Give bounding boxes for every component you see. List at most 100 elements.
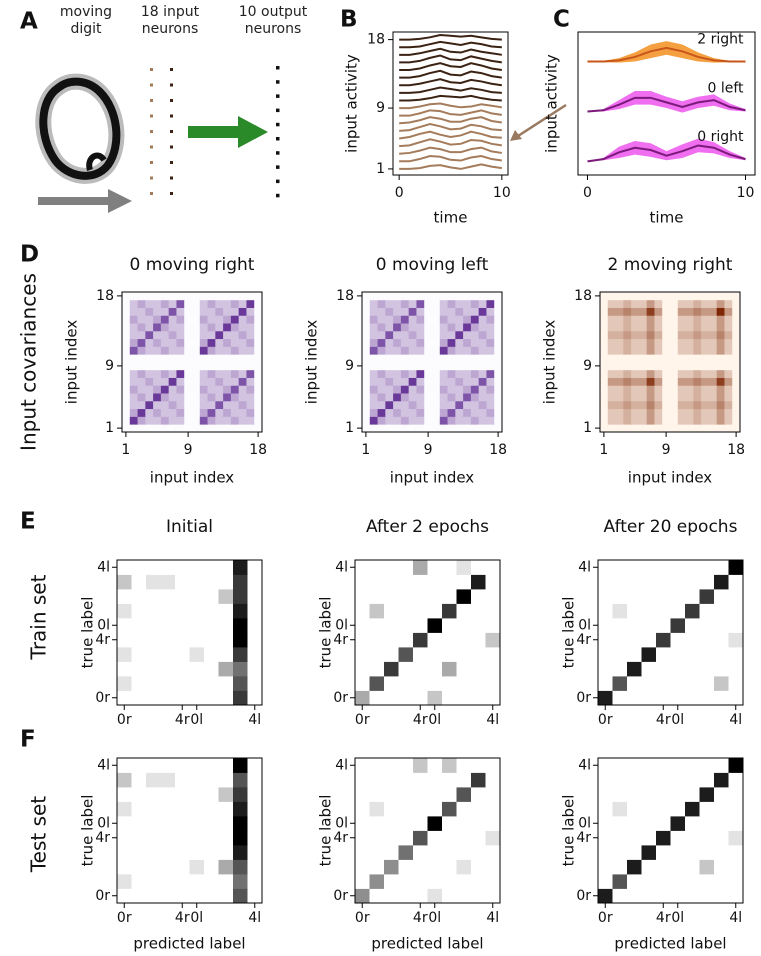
heatmap-cell	[494, 369, 503, 378]
heatmap-cell	[598, 772, 613, 788]
heatmap-cell	[470, 323, 480, 332]
heatmap-cell	[393, 338, 402, 347]
heatmap-cell	[662, 424, 671, 433]
heatmap-cell	[137, 346, 146, 355]
heatmap-cell	[247, 560, 263, 575]
heatmap-cell	[656, 830, 671, 846]
heatmap-cell	[129, 307, 138, 316]
heatmap-cell	[455, 400, 464, 410]
heatmap-cell	[204, 647, 219, 662]
heatmap-cell	[631, 385, 640, 394]
heatmap-cell	[393, 299, 402, 308]
x-tick-label: 4l	[729, 910, 742, 926]
heatmap-cell	[176, 408, 185, 417]
heatmap-cell	[670, 801, 686, 817]
heatmap-cell	[230, 377, 240, 386]
heatmap-cell	[631, 424, 640, 433]
heatmap-cell	[416, 362, 425, 371]
heatmap-cell	[223, 323, 232, 332]
heatmap-cell	[416, 354, 425, 363]
heatmap-cell	[413, 787, 428, 802]
heatmap-cell	[432, 338, 441, 347]
heatmap-cell	[408, 400, 417, 410]
heatmap-cell	[485, 618, 501, 633]
heatmap-cell	[708, 346, 718, 355]
heatmap-cell	[416, 424, 425, 433]
heatmap-cell	[600, 346, 609, 355]
heatmap-cell	[176, 354, 185, 363]
heatmap-cell	[362, 416, 371, 425]
heatmap-cell	[685, 801, 700, 817]
heatmap-cell	[728, 603, 744, 619]
heatmap-cell	[439, 354, 448, 363]
heatmap-cell	[685, 393, 694, 402]
heatmap-cell	[117, 661, 132, 677]
series-line	[399, 62, 502, 72]
heatmap-cell	[699, 661, 715, 677]
heatmap-cell	[470, 424, 480, 433]
heatmap-cell	[398, 603, 414, 619]
heatmap-cell	[439, 416, 448, 425]
heatmap-cell	[218, 589, 234, 604]
heatmap-cell	[377, 416, 386, 425]
heatmap-cell	[612, 772, 628, 788]
heatmap-cell	[146, 830, 161, 846]
heatmap-cell	[427, 801, 443, 817]
heatmap-cell	[478, 362, 487, 371]
heatmap-cell	[485, 574, 501, 590]
heatmap-cell	[362, 338, 371, 347]
heatmap-cell	[463, 346, 472, 355]
heatmap-cell	[724, 377, 733, 386]
heatmap-cell	[176, 369, 185, 378]
heatmap-cell	[230, 338, 240, 347]
heatmap-cell	[463, 424, 472, 433]
x-tick-label: 0l	[428, 910, 441, 926]
heatmap-cell	[168, 354, 177, 363]
heatmap-cell	[413, 676, 428, 691]
heatmap-cell	[470, 307, 480, 316]
heatmap-cell	[215, 393, 224, 402]
heatmap-cell	[207, 416, 216, 425]
heatmap-cell	[463, 385, 472, 394]
heatmap-cell	[670, 393, 679, 402]
heatmap-cell	[218, 758, 234, 773]
heatmap-cell	[398, 816, 414, 831]
heatmap-cell	[654, 408, 663, 417]
chart-title: After 2 epochs	[366, 517, 489, 537]
heatmap-cell	[439, 330, 448, 340]
heatmap-cell	[129, 299, 138, 308]
heatmap-cell	[615, 346, 624, 355]
heatmap-cell	[238, 377, 247, 386]
heatmap-cell	[732, 323, 741, 332]
heatmap-cell	[600, 292, 609, 301]
heatmap-cell	[233, 772, 248, 788]
heatmap-cell	[424, 307, 433, 316]
heatmap-cell	[471, 676, 486, 691]
heatmap-cell	[131, 801, 147, 817]
heatmap-cell	[416, 400, 425, 410]
heatmap-cell	[145, 354, 154, 363]
heatmap-cell	[439, 385, 448, 394]
heatmap-cell	[598, 690, 613, 706]
heatmap-cell	[355, 845, 370, 860]
heatmap-cell	[223, 385, 232, 394]
heatmap-cell	[160, 323, 170, 332]
heatmap-cell	[385, 362, 394, 371]
heatmap-cell	[369, 603, 385, 619]
heatmap-cell	[693, 408, 702, 417]
heatmap-cell	[204, 845, 219, 860]
heatmap-cell	[416, 346, 425, 355]
heatmap-cell	[641, 874, 657, 889]
heatmap-cell	[384, 589, 399, 604]
heatmap-cell	[384, 772, 399, 788]
heatmap-cell	[494, 393, 503, 402]
heatmap-cell	[463, 369, 472, 378]
x-tick-label: 0r	[598, 712, 613, 728]
heatmap-cell	[384, 676, 399, 691]
heatmap-cell	[413, 874, 428, 889]
heatmap-cell	[641, 574, 657, 590]
heatmap-cell	[355, 574, 370, 590]
heatmap-cell	[427, 676, 443, 691]
heatmap-cell	[189, 618, 205, 633]
heatmap-cell	[641, 560, 657, 575]
